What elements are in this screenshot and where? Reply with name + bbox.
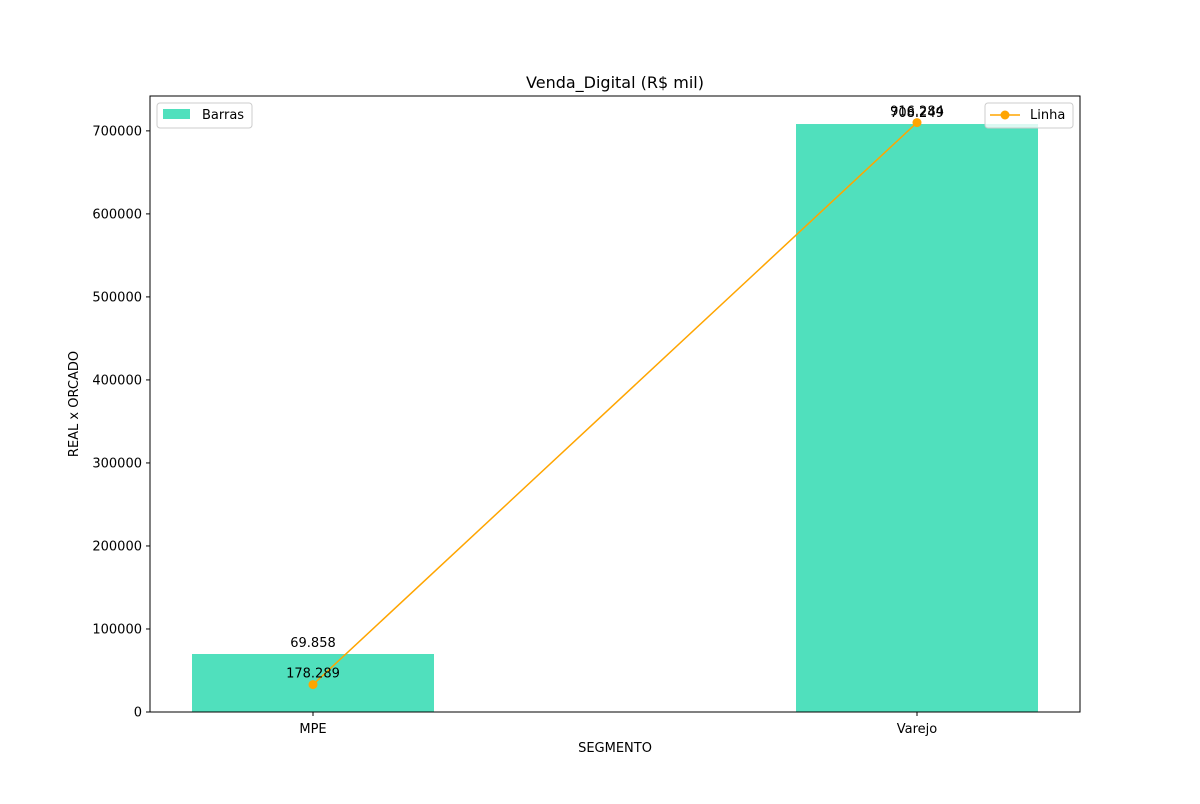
y-axis-label: REAL x ORCADO — [67, 351, 82, 457]
series-line-linha — [312, 122, 918, 686]
y-tick-label: 100000 — [92, 622, 142, 637]
y-tick-label: 500000 — [92, 290, 142, 305]
legend-line-marker — [1000, 110, 1010, 120]
y-axis: 0 100000 200000 300000 400000 500000 600000 700… — [92, 124, 150, 721]
y-tick-label: 600000 — [92, 207, 142, 222]
chart-title: Venda_Digital (R$ mil) — [526, 73, 704, 93]
y-tick-label: 300000 — [92, 456, 142, 471]
bar-value-label-varejo: 708.249 — [890, 106, 944, 121]
x-axis-label: SEGMENTO — [578, 741, 652, 756]
line-value-label-mpe: 178.289 — [286, 667, 340, 682]
legend-bars-swatch — [163, 109, 190, 119]
line-value-label-varejo: 916.284 — [890, 105, 944, 120]
legend-line-label: Linha — [1030, 108, 1065, 123]
y-tick-label: 200000 — [92, 539, 142, 554]
x-tick-label-mpe: MPE — [299, 722, 326, 737]
line-layer — [308, 118, 922, 690]
data-labels: 69.858 708.249 178.289 916.284 — [286, 105, 944, 682]
plot-frame — [149, 95, 1081, 713]
bar-varejo — [796, 124, 1038, 712]
line-point-mpe — [308, 680, 318, 690]
legend-line: Linha — [984, 102, 1074, 129]
bar-value-label-mpe: 69.858 — [290, 636, 336, 651]
x-axis: MPE Varejo — [299, 712, 937, 737]
line-point-varejo — [912, 118, 922, 128]
legend-line-frame — [984, 102, 1074, 129]
y-tick-label: 0 — [134, 706, 142, 721]
y-tick-label: 400000 — [92, 373, 142, 388]
y-tick-label: 700000 — [92, 124, 142, 139]
x-tick-label-varejo: Varejo — [897, 722, 938, 737]
legend-bars-label: Barras — [202, 108, 244, 123]
legend-bars: Barras — [156, 102, 253, 129]
